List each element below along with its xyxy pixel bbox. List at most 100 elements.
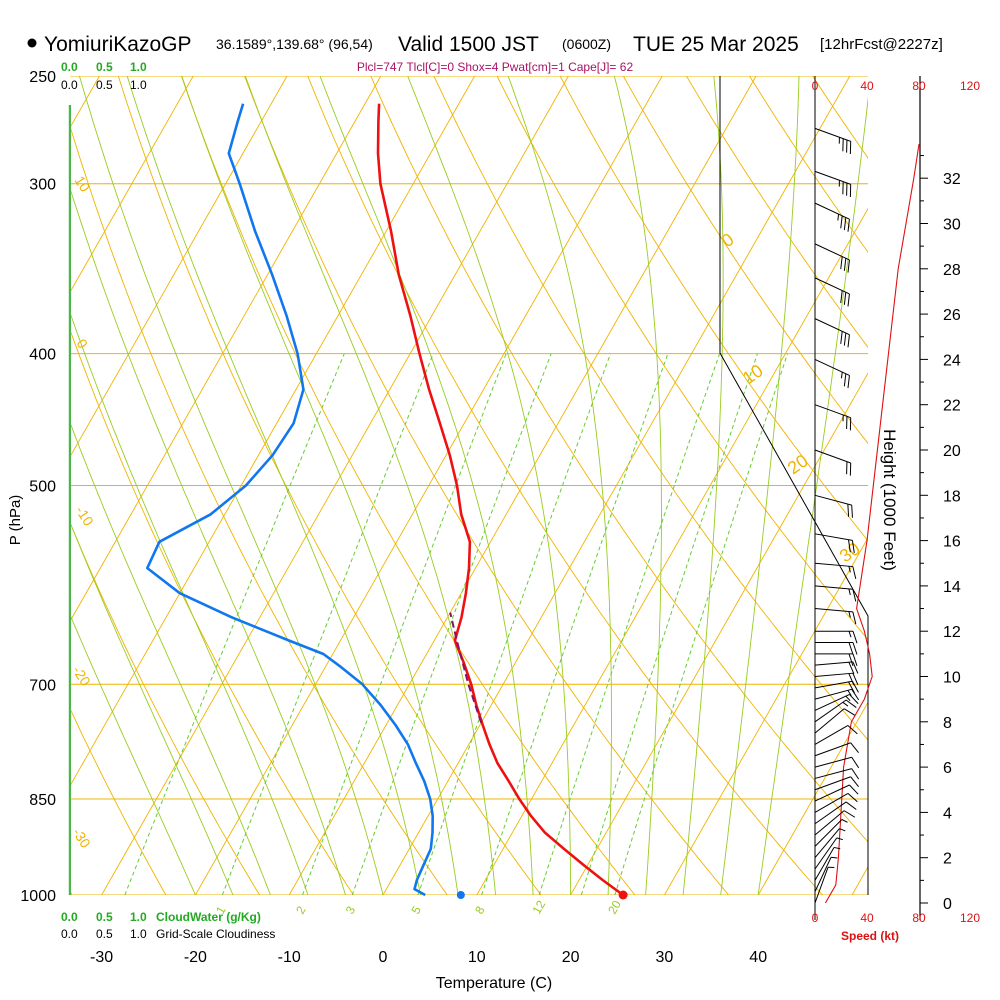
moist-adiabat-line [181,76,459,895]
wind-barb [814,792,858,813]
wind-barb [814,127,852,155]
wind-barb-feather [852,566,857,579]
wind-barb-half-feather [839,828,846,832]
temperature-tick-label: 40 [749,949,767,966]
isotherm-line [288,76,757,895]
isotherm-label-left: 10 [71,173,93,195]
axes: 250 300 400 500 700 850 1000 -30 -20 -10 0 10 20 30 40… [20,60,767,966]
pressure-tick-label: 400 [29,347,56,364]
x-axis-title: Temperature (C) [436,975,552,992]
cloud-water-tick-top: 1.0 [130,60,147,74]
wind-barb-feather [850,776,859,787]
wind-barb [814,837,844,870]
temperature-tick-label: -30 [90,949,113,966]
wind-barb-feather [840,256,843,270]
wind-barb-staff [814,277,850,295]
speed-tick-top: 40 [860,79,874,93]
isotherm-line [570,372,868,895]
wind-barb-staff [814,672,853,677]
moist-adiabat-line [70,186,346,895]
wind-barb-feather [851,689,860,701]
wind-barb-feather [852,672,859,685]
wind-barb [814,533,855,553]
mixing-ratio-line [614,353,788,895]
dry-adiabat-line [433,76,868,741]
pressure-tick-label: 700 [29,677,56,694]
wind-barb-feather [852,589,857,602]
wind-barb-feather [843,373,847,387]
wind-barb [815,642,858,655]
wind-barb-half-feather [831,856,838,859]
moist-adiabat-line [613,76,662,895]
cloudiness-tick-bottom: 0.5 [96,927,113,941]
speed-tick-top: 120 [960,79,980,93]
wind-barb-feather [847,259,850,273]
isotherm-line [70,76,476,787]
wind-barb-staff [814,243,850,261]
wind-barb-staff [814,318,850,336]
wind-barb-half-feather [842,701,849,707]
wind-barb-feather [843,217,847,231]
station-dot-icon [27,38,37,48]
cloud-water-title: CloudWater (g/Kg) [156,910,261,924]
wind-barb [814,699,857,723]
wind-barb [814,819,848,847]
wind-barb-half-feather [848,588,851,596]
wind-barb [815,653,858,667]
speed-tick-bottom: 40 [860,911,874,925]
wind-barb [814,277,850,307]
wind-barb-half-feather [837,214,840,221]
cloud-water-tick-bottom: 1.0 [130,910,147,924]
wind-barb-staff [814,725,849,745]
wind-barb-feather [845,699,857,708]
wind-barb-feather [843,332,847,346]
isotherm-line [757,701,868,895]
wind-barb [814,688,860,701]
height-tick-label: 22 [943,398,961,415]
moist-adiabat-line [244,76,497,895]
zulu-time: (0600Z) [562,36,611,52]
moist-adiabat-line [507,76,612,895]
wind-barb-staff [814,661,853,666]
wind-barb [814,742,859,757]
dry-adiabat-line [180,76,636,895]
wind-barb-feather [847,219,850,232]
wind-barb-feather [851,756,860,769]
wind-barb-feather [847,504,850,517]
mixing-ratio-line [580,353,758,895]
temperature-tick-label: -10 [278,949,301,966]
wind-barb-feather [852,642,858,655]
moist-adiabat-line [407,76,572,895]
wind-barb [814,661,859,675]
height-tick-label: 2 [943,851,952,868]
wind-barb-half-feather [845,695,851,702]
wind-barb-half-feather [836,837,844,841]
wind-barb [814,776,859,791]
wind-barb-staff [814,608,853,613]
wind-speed-line [824,144,920,904]
wind-barb-staff [814,170,851,185]
temperature-tick-label: 30 [656,949,674,966]
wind-barb [814,866,835,904]
wind-barb-feather [843,810,856,818]
wind-barb-staff [814,801,847,825]
height-tick-label: 0 [943,896,952,913]
wind-barb-staff [814,867,829,904]
parcel-line [449,612,483,724]
cloud-water-tick-top: 0.5 [96,60,113,74]
height-tick-label: 28 [943,262,961,279]
moist-adiabat-line [720,76,800,895]
wind-barb [814,856,838,892]
moist-adiabat-line [682,76,724,895]
wind-barb-staff [814,680,853,689]
wind-barb-staff [814,494,852,506]
wind-barb-staff [814,792,849,813]
cloudiness-tick-top: 1.0 [130,78,147,92]
dry-adiabat-line [622,76,868,445]
mixing-ratio-label: 20 [605,898,624,917]
moist-adiabat-line [757,96,868,895]
speed-tick-bottom: 120 [960,911,980,925]
mixing-ratio-line [124,353,345,895]
sounding-lines [146,103,628,900]
